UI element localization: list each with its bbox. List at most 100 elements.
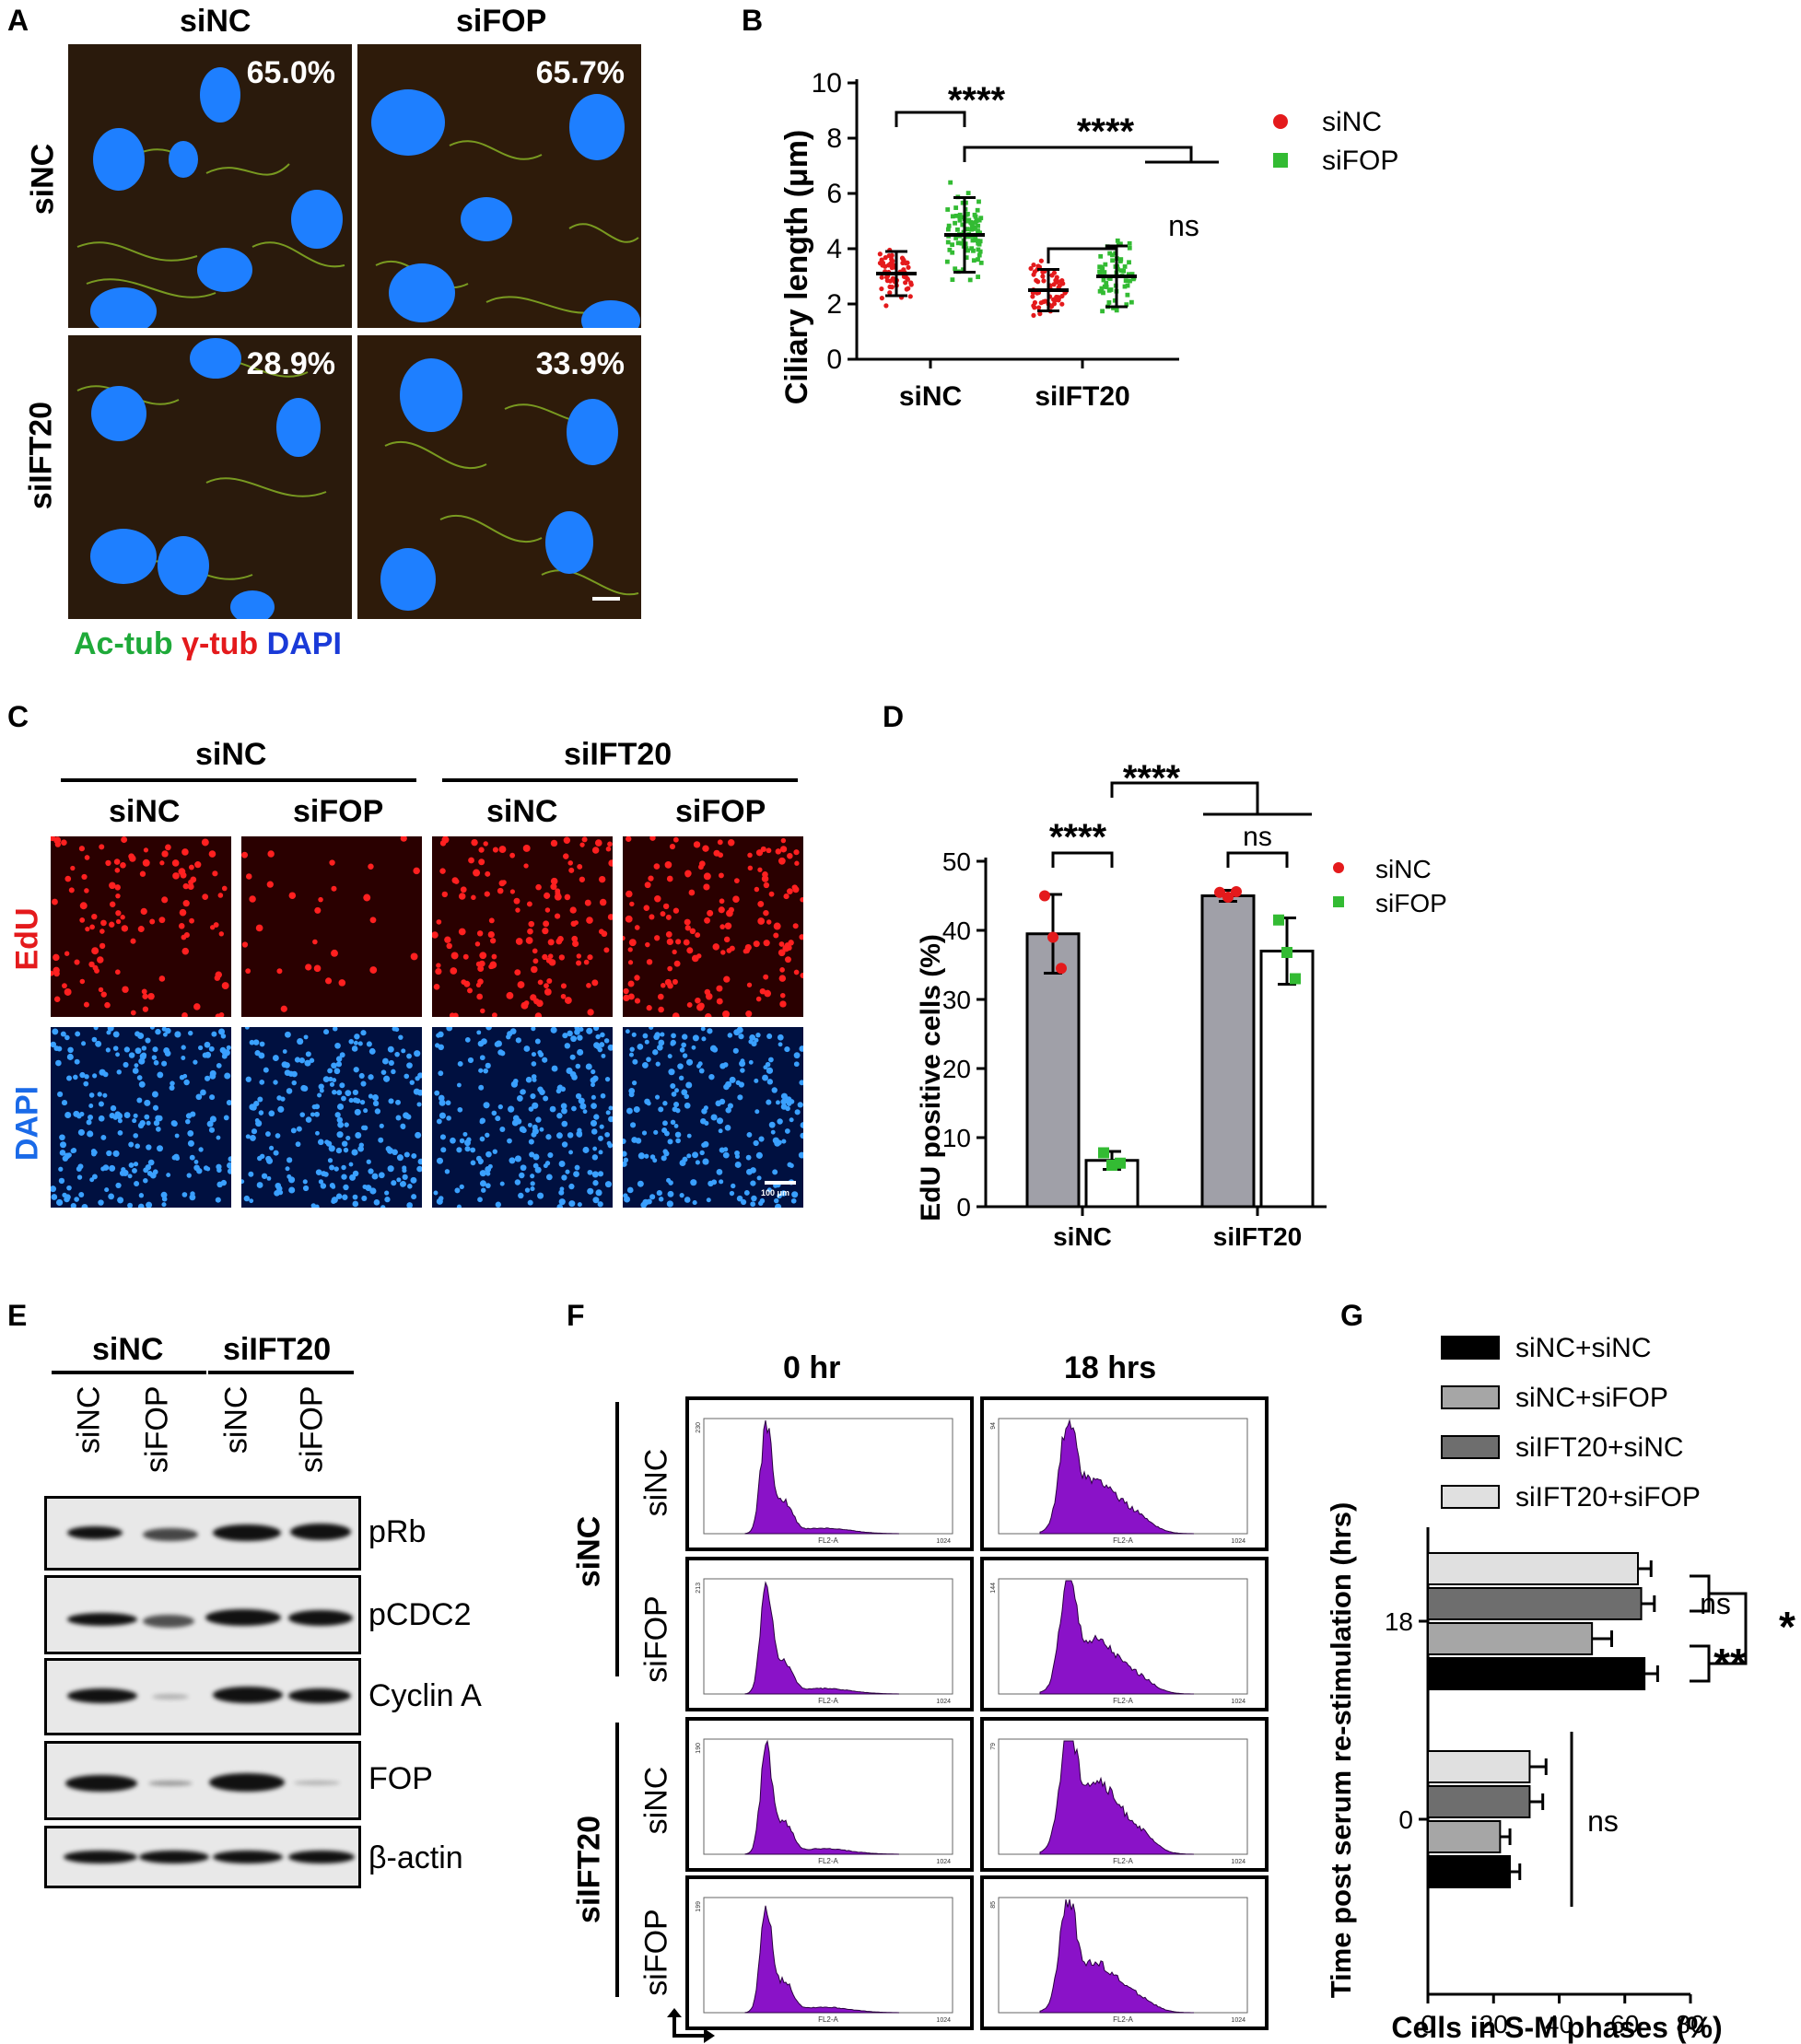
dapi-nucleus: [653, 1034, 660, 1041]
dapi-nucleus: [384, 1197, 391, 1203]
edu-nucleus: [581, 836, 588, 843]
dapi-nucleus: [250, 1134, 256, 1141]
dapi-nucleus: [692, 1034, 699, 1042]
dapi-nucleus: [457, 1106, 463, 1113]
dapi-nucleus: [716, 1168, 723, 1175]
edu-nucleus: [288, 892, 297, 899]
edu-nucleus: [669, 843, 676, 850]
dapi-nucleus: [794, 1109, 801, 1115]
edu-nucleus: [779, 992, 786, 999]
panel-a-row-label-sinc: siNC: [25, 143, 61, 216]
dapi-nucleus: [604, 1076, 611, 1082]
x-tick-label: siNC: [899, 381, 962, 412]
dapi-nucleus: [628, 1052, 634, 1057]
dapi-nucleus: [185, 1113, 193, 1119]
panel-a-col-label-sifop: siFOP: [456, 4, 547, 39]
dapi-nucleus: [325, 1140, 333, 1147]
dapi-nucleus: [684, 1197, 691, 1203]
edu-nucleus: [547, 953, 554, 959]
edu-nucleus: [142, 1006, 149, 1012]
dapi-nucleus: [444, 1169, 450, 1174]
dapi-nucleus: [354, 1108, 361, 1115]
edu-nucleus: [689, 928, 696, 935]
edu-nucleus: [718, 872, 724, 879]
dapi-nucleus: [58, 1177, 65, 1185]
dapi-nucleus: [750, 1180, 756, 1186]
dapi-nucleus: [288, 1186, 296, 1194]
panel-b-label: B: [742, 4, 764, 37]
dapi-nucleus: [137, 1033, 145, 1040]
dapi-nucleus: [545, 1134, 552, 1140]
dapi-nucleus: [561, 1107, 567, 1115]
edu-nucleus: [644, 882, 651, 889]
dapi-nucleus: [371, 1173, 379, 1180]
significance-bracket: [895, 111, 966, 127]
dapi-nucleus: [286, 1088, 293, 1094]
blot-label-prb: pRb: [368, 1514, 427, 1549]
dapi-nucleus: [181, 1192, 188, 1197]
edu-nucleus: [114, 969, 121, 975]
edu-nucleus: [759, 988, 766, 995]
edu-nucleus: [432, 931, 439, 939]
dapi-nucleus: [161, 1060, 168, 1067]
dapi-nucleus: [434, 1090, 440, 1096]
edu-nucleus: [747, 865, 754, 871]
edu-nucleus: [787, 852, 793, 859]
edu-nucleus: [436, 963, 441, 968]
edu-nucleus: [546, 977, 553, 985]
data-point: [1059, 301, 1065, 307]
dapi-nucleus: [708, 1073, 715, 1080]
dapi-nucleus: [641, 1061, 649, 1069]
dapi-nucleus: [568, 1150, 573, 1155]
hist-ymax-label: 144: [990, 1583, 997, 1594]
dapi-nucleus: [215, 1197, 221, 1203]
dapi-nucleus: [591, 1069, 596, 1075]
dapi-nucleus: [388, 1059, 394, 1067]
dapi-nucleus: [485, 1027, 492, 1031]
dapi-nucleus: [534, 1038, 541, 1045]
dapi-nucleus: [362, 1184, 368, 1189]
y-axis-label: EdU positive cells (%): [916, 934, 946, 1221]
data-point: [1043, 298, 1048, 304]
dapi-nucleus: [459, 1138, 465, 1144]
edu-nucleus: [763, 882, 770, 889]
edu-image-3: [432, 836, 613, 1017]
edu-nucleus: [755, 849, 764, 857]
dapi-nucleus: [784, 1045, 790, 1053]
edu-nucleus: [78, 846, 85, 852]
edu-nucleus: [513, 897, 520, 905]
edu-nucleus: [634, 975, 640, 981]
dapi-nucleus: [662, 1101, 668, 1106]
data-point: [945, 239, 951, 245]
dapi-nucleus: [335, 1056, 343, 1062]
dapi-nucleus: [459, 1184, 464, 1190]
edu-nucleus: [703, 883, 710, 891]
dapi-nucleus: [476, 1030, 482, 1035]
dapi-nucleus: [528, 1139, 534, 1145]
dapi-nucleus: [415, 1131, 422, 1139]
dapi-nucleus: [287, 1157, 293, 1163]
edu-nucleus: [594, 839, 602, 847]
edu-nucleus: [187, 883, 194, 890]
edu-nucleus: [532, 948, 538, 954]
edu-nucleus: [662, 903, 670, 910]
edu-nucleus: [544, 983, 549, 989]
lane-label: siNC: [218, 1385, 254, 1454]
percent-label: 28.9%: [246, 346, 335, 381]
dapi-nucleus: [674, 1088, 680, 1093]
edu-nucleus: [672, 836, 679, 843]
micrograph-a-4-image: [357, 335, 641, 619]
edu-nucleus: [598, 875, 606, 883]
dapi-nucleus: [727, 1033, 733, 1038]
data-point: [948, 180, 953, 185]
dapi-nucleus: [387, 1165, 394, 1173]
data-point: [978, 216, 984, 221]
micrograph-a-1: 65.0%: [68, 44, 352, 328]
edu-nucleus: [800, 896, 803, 903]
edu-nucleus: [149, 918, 156, 925]
dapi-nucleus: [732, 1047, 739, 1054]
dapi-nucleus: [524, 1187, 531, 1193]
edu-nucleus: [477, 978, 484, 985]
edu-nucleus: [550, 839, 558, 847]
dapi-nucleus: [161, 1202, 167, 1208]
